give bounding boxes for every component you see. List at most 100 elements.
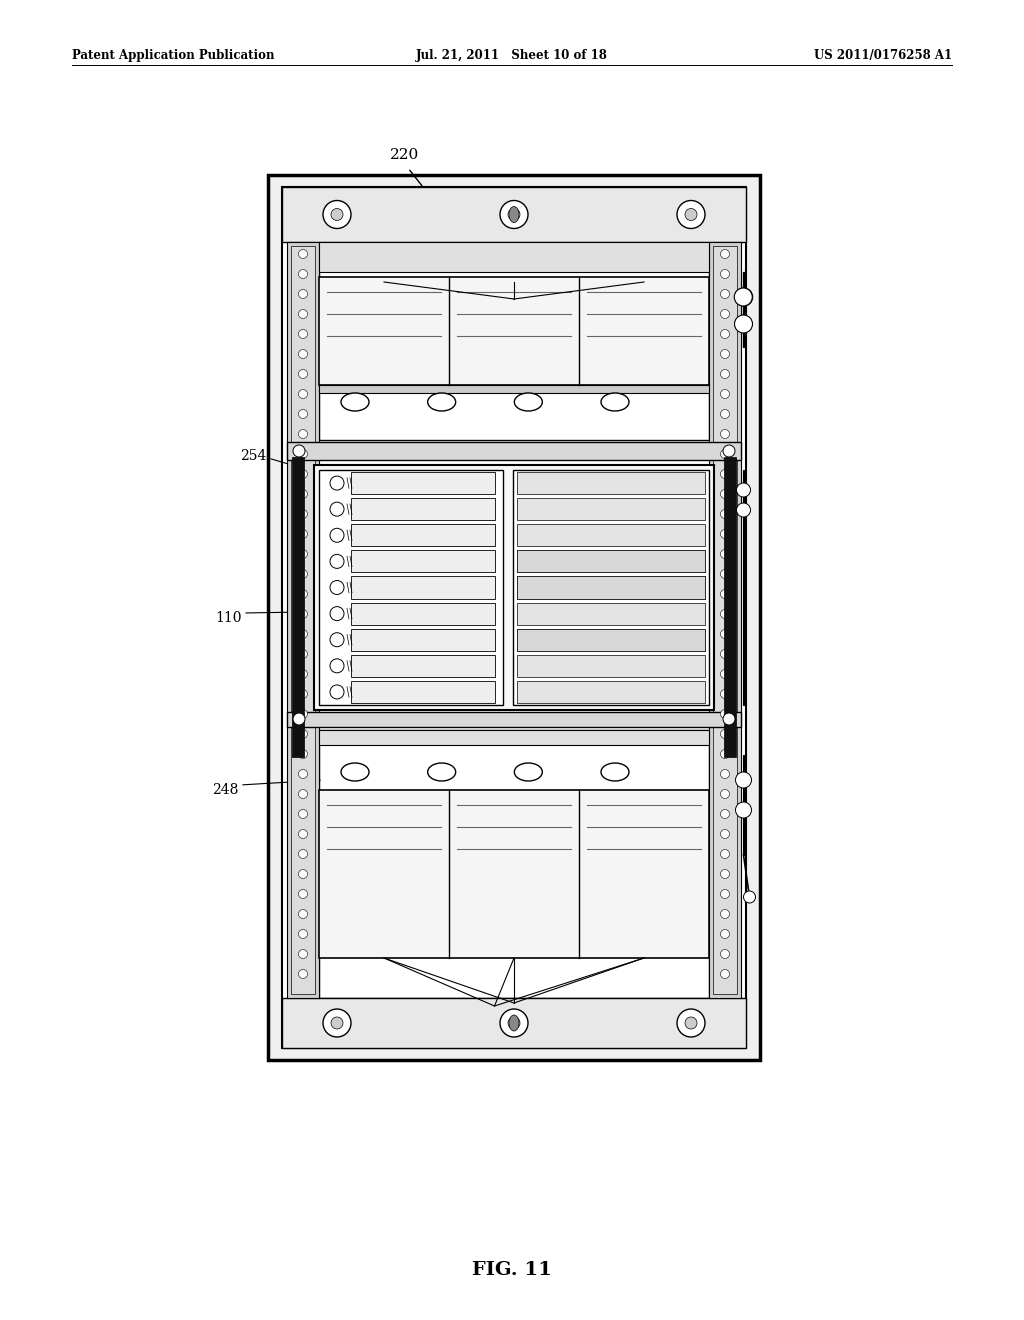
Ellipse shape <box>428 763 456 781</box>
Circle shape <box>721 850 729 858</box>
Circle shape <box>721 909 729 919</box>
Bar <box>517 550 705 573</box>
Bar <box>517 681 705 704</box>
Circle shape <box>736 483 751 498</box>
Bar <box>291 246 315 994</box>
Circle shape <box>500 1008 528 1038</box>
Circle shape <box>299 350 307 359</box>
Circle shape <box>721 490 729 499</box>
Bar <box>319 242 709 272</box>
Circle shape <box>299 470 307 479</box>
Bar <box>351 628 495 651</box>
Circle shape <box>734 288 753 306</box>
Circle shape <box>736 503 751 517</box>
Circle shape <box>330 554 344 569</box>
Circle shape <box>299 249 307 259</box>
Circle shape <box>721 649 729 659</box>
Circle shape <box>299 809 307 818</box>
Circle shape <box>299 450 307 458</box>
Circle shape <box>299 289 307 298</box>
Circle shape <box>299 409 307 418</box>
Circle shape <box>323 1008 351 1038</box>
Circle shape <box>743 891 756 903</box>
Circle shape <box>721 689 729 698</box>
Bar <box>319 730 709 998</box>
Circle shape <box>299 630 307 639</box>
Circle shape <box>721 829 729 838</box>
Circle shape <box>721 549 729 558</box>
Bar <box>319 277 709 385</box>
Circle shape <box>508 209 520 220</box>
Bar <box>517 577 705 598</box>
Circle shape <box>330 659 344 673</box>
Bar <box>517 473 705 494</box>
Bar <box>517 524 705 546</box>
Circle shape <box>721 610 729 619</box>
Text: 254: 254 <box>240 449 266 463</box>
Text: 240: 240 <box>481 1011 508 1026</box>
Circle shape <box>721 569 729 578</box>
Circle shape <box>299 529 307 539</box>
Bar <box>282 998 746 1048</box>
Circle shape <box>721 350 729 359</box>
Bar <box>517 655 705 677</box>
Circle shape <box>721 450 729 458</box>
Bar <box>314 465 714 710</box>
Bar <box>351 655 495 677</box>
Circle shape <box>299 949 307 958</box>
Ellipse shape <box>509 206 519 223</box>
Circle shape <box>723 445 735 457</box>
Text: Jul. 21, 2011   Sheet 10 of 18: Jul. 21, 2011 Sheet 10 of 18 <box>416 49 608 62</box>
Bar <box>713 246 737 994</box>
Circle shape <box>299 850 307 858</box>
Circle shape <box>299 610 307 619</box>
Bar <box>709 242 741 998</box>
Text: Patent Application Publication: Patent Application Publication <box>72 49 274 62</box>
Circle shape <box>299 370 307 379</box>
Circle shape <box>299 789 307 799</box>
Circle shape <box>299 829 307 838</box>
Circle shape <box>330 477 344 490</box>
Bar <box>351 550 495 573</box>
Circle shape <box>299 269 307 279</box>
Circle shape <box>299 770 307 779</box>
Circle shape <box>330 632 344 647</box>
Ellipse shape <box>509 1015 519 1031</box>
Circle shape <box>299 710 307 718</box>
Bar <box>292 457 304 756</box>
Bar <box>513 470 709 705</box>
Circle shape <box>735 803 752 818</box>
Circle shape <box>721 770 729 779</box>
Bar <box>282 187 746 1048</box>
Circle shape <box>299 689 307 698</box>
Circle shape <box>721 750 729 759</box>
Bar <box>517 628 705 651</box>
Text: 240: 240 <box>501 279 527 292</box>
Bar <box>287 442 741 459</box>
Bar <box>319 242 709 440</box>
Circle shape <box>323 201 351 228</box>
Circle shape <box>721 389 729 399</box>
Circle shape <box>330 502 344 516</box>
Circle shape <box>721 429 729 438</box>
Circle shape <box>721 249 729 259</box>
Bar <box>517 577 705 598</box>
Circle shape <box>299 549 307 558</box>
Circle shape <box>508 1016 520 1030</box>
Circle shape <box>299 429 307 438</box>
Circle shape <box>330 528 344 543</box>
Circle shape <box>721 330 729 338</box>
Bar <box>351 524 495 546</box>
Circle shape <box>721 789 729 799</box>
Bar <box>319 730 709 744</box>
Circle shape <box>721 870 729 879</box>
Circle shape <box>299 569 307 578</box>
Circle shape <box>299 969 307 978</box>
Circle shape <box>299 309 307 318</box>
Circle shape <box>331 1016 343 1030</box>
Bar <box>268 176 760 1060</box>
Circle shape <box>299 870 307 879</box>
Circle shape <box>299 590 307 598</box>
Bar <box>517 550 705 573</box>
Bar <box>282 187 746 242</box>
